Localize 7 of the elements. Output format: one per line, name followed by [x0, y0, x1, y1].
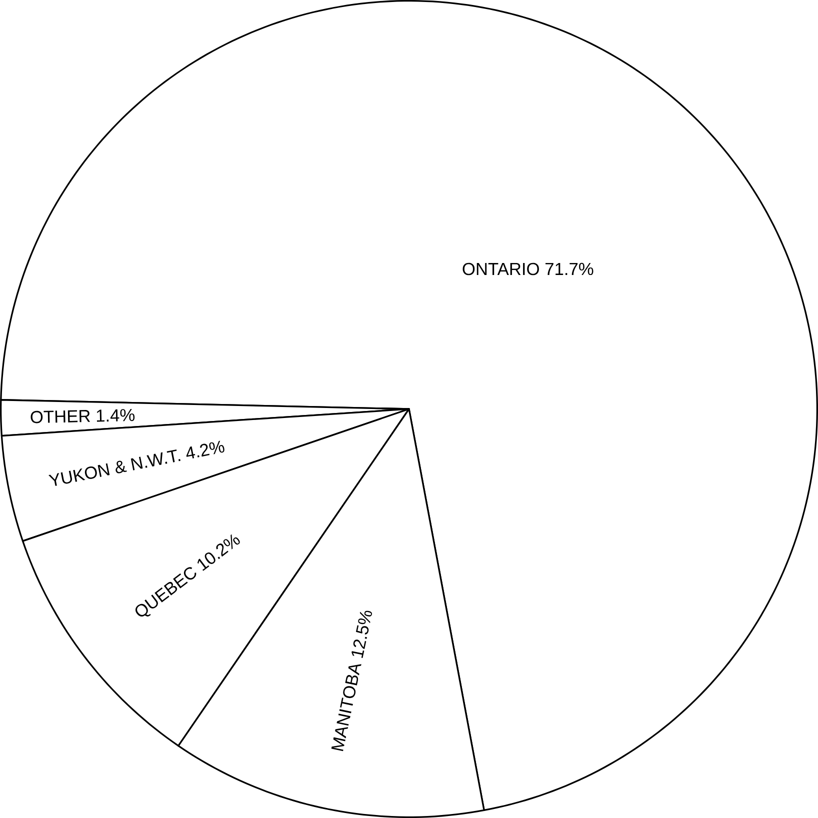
- data-label: 12.5%: [352, 610, 372, 658]
- data-label: 71.7%: [546, 262, 594, 276]
- data-label: 1.4%: [96, 409, 135, 422]
- slice-label: OTHER: [30, 410, 90, 424]
- slice-label: ONTARIO: [462, 262, 539, 276]
- data-label: 4.2%: [186, 440, 224, 458]
- slice-label: YUKON & N.W.T.: [48, 449, 180, 486]
